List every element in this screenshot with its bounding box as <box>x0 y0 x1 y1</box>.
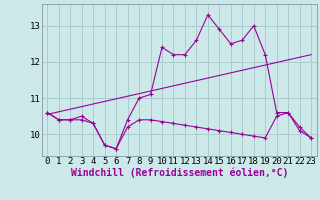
X-axis label: Windchill (Refroidissement éolien,°C): Windchill (Refroidissement éolien,°C) <box>70 168 288 178</box>
